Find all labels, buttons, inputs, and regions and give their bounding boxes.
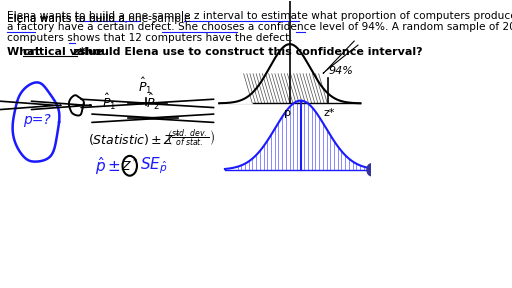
Text: 94%: 94% xyxy=(328,66,353,76)
Text: Elena wants to build a: Elena wants to build a xyxy=(7,14,129,24)
Text: $SE_{\hat{p}}$: $SE_{\hat{p}}$ xyxy=(140,156,167,176)
Text: $\hat{P}_2$: $\hat{P}_2$ xyxy=(146,92,160,112)
Text: What: What xyxy=(7,47,44,57)
Text: a factory have a certain defect. She chooses a confidence level of 94%. A random: a factory have a certain defect. She cho… xyxy=(7,22,512,32)
Text: $Z^*$: $Z^*$ xyxy=(121,158,139,174)
Text: $\hat{P}_1$: $\hat{P}_1$ xyxy=(102,92,117,113)
Text: $(Statistic) \pm Z^*$: $(Statistic) \pm Z^*$ xyxy=(88,131,181,149)
Text: p: p xyxy=(284,108,291,118)
Text: computers shows that 12 computers have the defect.: computers shows that 12 computers have t… xyxy=(7,33,293,43)
Text: z*: z* xyxy=(324,108,335,118)
Text: $\hat{p} \pm$: $\hat{p} \pm$ xyxy=(95,155,121,177)
Text: $\left(\frac{std.\; dev.}{of\; stat.}\right)$: $\left(\frac{std.\; dev.}{of\; stat.}\ri… xyxy=(166,128,215,149)
Circle shape xyxy=(367,164,376,176)
Text: z*: z* xyxy=(69,47,85,57)
Text: Elena wants to build a one-sample: Elena wants to build a one-sample xyxy=(7,14,194,24)
Text: p=?: p=? xyxy=(23,113,51,127)
Text: critical value: critical value xyxy=(24,47,104,57)
Text: Elena wants to build a one-sample z interval to estimate what proportion of comp: Elena wants to build a one-sample z inte… xyxy=(7,11,512,21)
Text: should Elena use to construct this confidence interval?: should Elena use to construct this confi… xyxy=(75,47,423,57)
Text: $\hat{P}_1$: $\hat{P}_1$ xyxy=(138,76,153,96)
